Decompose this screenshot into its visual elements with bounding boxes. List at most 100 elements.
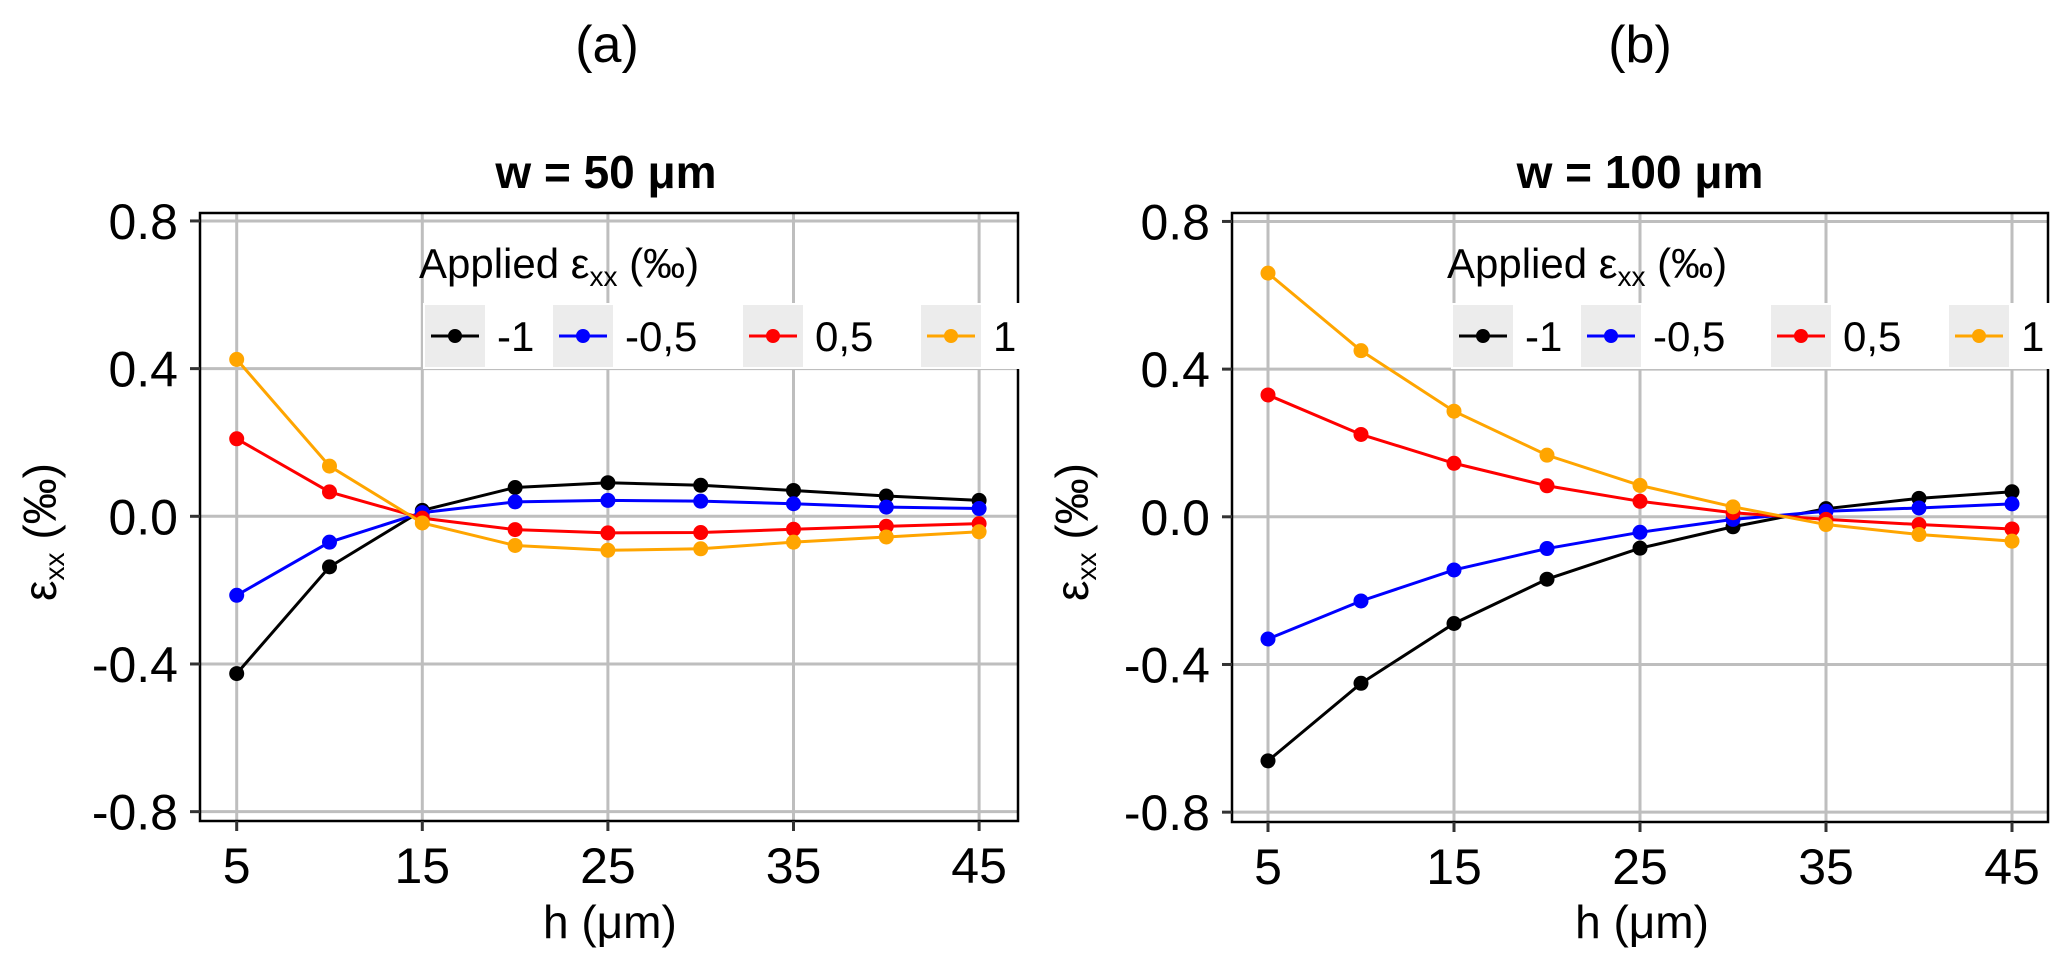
y-tick-label: 0.4	[1140, 342, 1210, 398]
y-tick-label: 0.8	[108, 194, 178, 250]
data-point	[507, 494, 523, 510]
axis-ticks: 5 15 25 35 45 0.8 0.4 0.0 -0.4 -0.8	[92, 194, 1007, 894]
data-point	[1446, 562, 1462, 578]
epsilon-symbol: ε	[1599, 240, 1618, 287]
x-tick-label: 5	[223, 838, 251, 894]
unit: (‰)	[14, 463, 66, 552]
legend-key-marker	[576, 329, 590, 343]
data-point	[1446, 615, 1462, 631]
data-point	[229, 431, 245, 447]
data-point	[2004, 484, 2020, 500]
x-tick-label: 45	[951, 838, 1007, 894]
data-point	[786, 534, 801, 550]
legend-label: 1	[2021, 313, 2044, 360]
data-point	[878, 529, 894, 545]
legend: Applied εxx (‰) -1 -0,5 0,5 1	[1447, 240, 2067, 369]
data-point	[1632, 524, 1648, 540]
data-point	[2004, 533, 2020, 549]
data-point	[786, 482, 801, 498]
data-point	[322, 458, 337, 474]
subscript: xx	[1618, 261, 1646, 292]
data-point	[971, 524, 987, 540]
x-tick-label: 25	[1612, 839, 1668, 895]
panel-label: (a)	[575, 16, 639, 74]
legend-key-marker	[1604, 329, 1618, 343]
data-point	[600, 542, 616, 558]
series-group	[229, 351, 987, 682]
legend-entry: 0,5	[1771, 305, 1901, 367]
data-point	[1539, 447, 1555, 463]
x-tick-label: 35	[766, 838, 822, 894]
data-point	[2004, 496, 2020, 512]
y-axis-title-text: εxx (‰)	[1046, 463, 1102, 601]
data-point	[786, 496, 801, 512]
legend-title-prefix: Applied	[419, 240, 571, 287]
data-point	[1446, 403, 1462, 419]
legend-key-marker	[1476, 329, 1490, 343]
legend-label: -0,5	[1653, 313, 1725, 360]
legend-title: Applied εxx (‰)	[419, 240, 699, 292]
legend-title-prefix: Applied	[1447, 240, 1599, 287]
data-point	[2004, 521, 2020, 537]
y-tick-label: 0.0	[108, 489, 178, 545]
y-tick-label: 0.8	[1140, 194, 1210, 250]
epsilon-symbol: ε	[571, 240, 590, 287]
data-point	[1539, 571, 1555, 587]
y-tick-label: -0.4	[92, 637, 178, 693]
data-point	[507, 480, 523, 496]
data-point	[322, 534, 337, 550]
data-point	[1818, 517, 1834, 533]
legend: Applied εxx (‰) -1 -0,5 0,5 1	[419, 240, 1041, 369]
data-point	[1353, 675, 1369, 691]
data-point	[1353, 343, 1369, 359]
legend-key-marker	[448, 329, 462, 343]
y-tick-label: 0.0	[1140, 490, 1210, 546]
data-point	[786, 521, 801, 537]
data-point	[600, 492, 616, 508]
data-point	[600, 475, 616, 491]
data-point	[1260, 753, 1276, 769]
data-point	[693, 525, 709, 541]
x-axis-title: h (μm)	[1575, 896, 1709, 948]
legend-label: 0,5	[1843, 313, 1901, 360]
data-point	[1632, 477, 1648, 493]
data-point	[229, 666, 245, 682]
legend-entry: -1	[425, 305, 534, 367]
legend-key-marker	[766, 329, 780, 343]
x-tick-label: 15	[1426, 839, 1482, 895]
subscript: xx	[590, 261, 618, 292]
data-point	[229, 587, 245, 603]
legend-entry: -0,5	[1581, 305, 1725, 367]
data-point	[1632, 493, 1648, 509]
y-tick-label: -0.8	[1124, 785, 1210, 841]
data-point	[1446, 455, 1462, 471]
unit: (‰)	[1646, 240, 1728, 287]
x-tick-label: 45	[1984, 839, 2040, 895]
legend-entry: 0,5	[743, 305, 873, 367]
y-axis-title: εxx (‰)	[1046, 463, 1102, 601]
x-tick-label: 5	[1254, 839, 1282, 895]
legend-key-marker	[944, 329, 958, 343]
subscript: xx	[39, 552, 70, 580]
data-point	[1539, 541, 1555, 557]
series-group	[1260, 265, 2020, 769]
x-axis-title: h (μm)	[543, 896, 677, 948]
legend-key-marker	[1794, 329, 1808, 343]
subscript: xx	[1071, 552, 1102, 580]
data-point	[1911, 500, 1927, 516]
data-point	[1725, 499, 1741, 515]
x-tick-label: 25	[580, 838, 636, 894]
legend-entry: 1	[921, 305, 1016, 367]
data-point	[1632, 540, 1648, 556]
data-point	[600, 525, 616, 541]
chart-title: w = 50 μm	[494, 146, 716, 198]
data-point	[229, 351, 245, 367]
legend-title: Applied εxx (‰)	[1447, 240, 1727, 292]
data-point	[1260, 631, 1276, 647]
data-point	[878, 499, 894, 515]
data-point	[1353, 426, 1369, 442]
epsilon-symbol: ε	[14, 580, 66, 601]
data-point	[1539, 478, 1555, 494]
x-tick-label: 35	[1798, 839, 1854, 895]
